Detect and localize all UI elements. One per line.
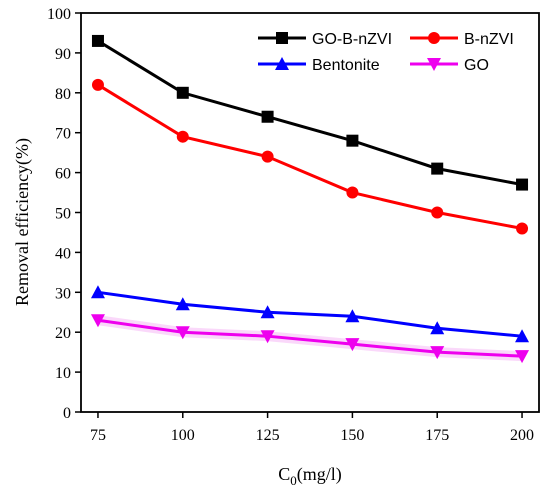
- x-tick-label: 150: [340, 427, 364, 444]
- series-line-go: [97, 318, 523, 358]
- y-tick-label: 90: [55, 46, 71, 63]
- x-axis-title-subscript: 0: [290, 473, 297, 488]
- data-point-b-nzvi: [261, 150, 274, 163]
- series-line-go-b-nzvi: [97, 39, 523, 187]
- x-tick-label: 75: [90, 427, 106, 444]
- legend-marker-go-b-nzvi: [276, 32, 288, 44]
- data-point-b-nzvi: [346, 186, 359, 199]
- data-point-go-b-nzvi: [91, 34, 104, 47]
- data-point-go-b-nzvi: [346, 134, 359, 147]
- data-point-bentonite: [90, 285, 105, 299]
- y-tick-label: 10: [55, 365, 71, 382]
- data-point-b-nzvi: [91, 78, 104, 91]
- data-point-bentonite: [175, 297, 190, 311]
- x-tick-label: 175: [425, 427, 449, 444]
- data-point-go: [345, 338, 360, 352]
- x-axis-ticks: 75 100 125 150 175 200: [90, 412, 534, 444]
- legend-entry-go: GO: [410, 57, 489, 74]
- legend-label-go: GO: [464, 57, 489, 74]
- data-point-b-nzvi: [516, 222, 529, 235]
- data-point-bentonite: [430, 321, 445, 335]
- y-tick-label: 30: [55, 285, 71, 302]
- x-tick-label: 100: [171, 427, 195, 444]
- legend-entry-bentonite: Bentonite: [258, 57, 380, 74]
- x-tick-label: 125: [256, 427, 280, 444]
- legend-marker-go: [427, 58, 441, 71]
- y-tick-label: 0: [63, 405, 71, 422]
- legend-marker-b-nzvi: [428, 32, 440, 44]
- y-tick-label: 60: [55, 166, 71, 183]
- series-b-nzvi: [91, 78, 529, 235]
- data-point-bentonite: [345, 309, 360, 323]
- series-bentonite: [90, 285, 530, 343]
- y-tick-label: 80: [55, 86, 71, 103]
- data-point-go: [430, 346, 445, 360]
- data-point-go: [175, 326, 190, 340]
- y-tick-label: 70: [55, 126, 71, 143]
- data-point-go: [260, 330, 275, 344]
- y-tick-label: 20: [55, 325, 71, 342]
- data-point-go-b-nzvi: [261, 110, 274, 123]
- x-tick-label: 200: [510, 427, 534, 444]
- data-point-go-b-nzvi: [176, 86, 189, 99]
- data-point-go-b-nzvi: [431, 162, 444, 175]
- series-go-error-band: [97, 315, 523, 362]
- data-point-bentonite: [515, 329, 530, 343]
- series-line-bentonite: [97, 290, 523, 338]
- series-layer: [90, 34, 530, 364]
- series-go: [90, 314, 530, 364]
- data-point-go: [90, 314, 105, 328]
- legend-entry-b-nzvi: B-nZVI: [410, 31, 514, 48]
- legend-label-go-b-nzvi: GO-B-nZVI: [312, 31, 392, 48]
- data-point-b-nzvi: [176, 130, 189, 143]
- legend: GO-B-nZVI B-nZVI Bentonite GO: [258, 31, 514, 74]
- series-go-b-nzvi: [91, 34, 529, 191]
- y-axis-title: Removal efficiency(%): [12, 138, 33, 306]
- y-tick-label: 40: [55, 245, 71, 262]
- legend-marker-bentonite: [275, 57, 289, 70]
- x-axis-title: C0(mg/l): [278, 464, 342, 488]
- legend-entry-go-b-nzvi: GO-B-nZVI: [258, 31, 392, 48]
- data-point-b-nzvi: [431, 206, 444, 219]
- x-axis-title-main: C: [278, 464, 290, 484]
- series-line-b-nzvi: [97, 83, 523, 230]
- data-point-go: [515, 350, 530, 364]
- x-axis-title-unit: (mg/l): [297, 464, 342, 485]
- y-tick-label: 50: [55, 206, 71, 223]
- legend-label-b-nzvi: B-nZVI: [464, 31, 514, 48]
- data-point-bentonite: [260, 305, 275, 319]
- data-point-go-b-nzvi: [516, 178, 529, 191]
- y-axis-ticks: 0 10 20 30 40 50 60 70 80 90 100: [47, 6, 81, 422]
- y-tick-label: 100: [47, 6, 71, 23]
- legend-label-bentonite: Bentonite: [312, 57, 380, 74]
